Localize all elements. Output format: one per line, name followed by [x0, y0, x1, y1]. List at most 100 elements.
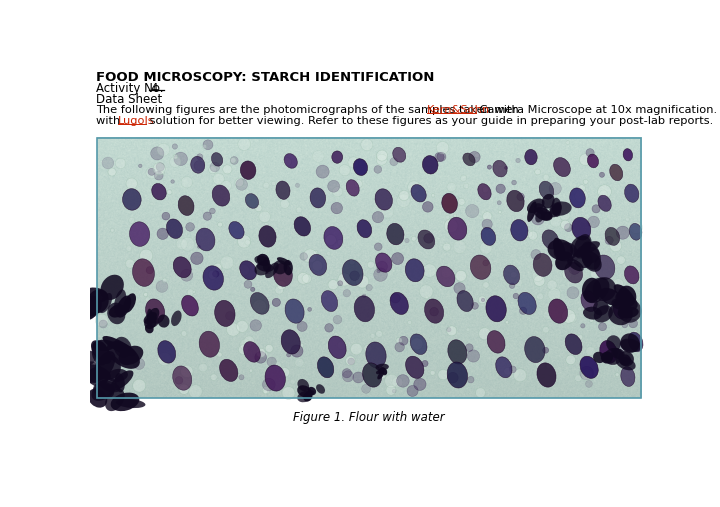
Circle shape	[585, 380, 593, 387]
Ellipse shape	[629, 224, 642, 240]
Circle shape	[561, 220, 570, 229]
Circle shape	[397, 194, 410, 207]
Ellipse shape	[297, 379, 309, 391]
Ellipse shape	[552, 198, 562, 217]
Circle shape	[622, 322, 628, 328]
Circle shape	[110, 228, 114, 232]
Ellipse shape	[251, 293, 269, 314]
Ellipse shape	[332, 151, 343, 163]
Circle shape	[133, 358, 145, 370]
Ellipse shape	[584, 278, 609, 303]
Circle shape	[312, 261, 323, 271]
Circle shape	[158, 352, 171, 366]
Circle shape	[364, 344, 372, 352]
Circle shape	[498, 161, 503, 167]
Circle shape	[586, 149, 594, 157]
Circle shape	[543, 347, 549, 353]
Circle shape	[102, 157, 114, 169]
Circle shape	[467, 350, 480, 362]
Circle shape	[354, 180, 362, 188]
Circle shape	[574, 244, 585, 256]
Circle shape	[615, 373, 619, 377]
Circle shape	[540, 194, 547, 201]
Ellipse shape	[243, 342, 261, 362]
Circle shape	[526, 230, 533, 237]
Circle shape	[307, 307, 312, 311]
Ellipse shape	[570, 236, 591, 257]
Ellipse shape	[79, 301, 97, 320]
Circle shape	[346, 356, 355, 366]
Circle shape	[191, 252, 203, 265]
Circle shape	[328, 279, 338, 290]
Circle shape	[313, 250, 318, 255]
Circle shape	[148, 168, 156, 175]
Circle shape	[481, 298, 485, 302]
Circle shape	[505, 166, 508, 169]
Ellipse shape	[130, 222, 150, 246]
Ellipse shape	[240, 161, 256, 179]
Circle shape	[342, 369, 351, 378]
Circle shape	[175, 377, 183, 384]
Circle shape	[181, 366, 193, 378]
Circle shape	[174, 152, 187, 166]
Circle shape	[599, 172, 605, 177]
Ellipse shape	[599, 288, 622, 306]
Circle shape	[478, 296, 486, 304]
Ellipse shape	[246, 194, 258, 208]
Ellipse shape	[212, 185, 230, 206]
Ellipse shape	[624, 266, 639, 284]
Ellipse shape	[574, 234, 592, 259]
Circle shape	[487, 165, 492, 169]
Ellipse shape	[582, 251, 602, 272]
Circle shape	[106, 371, 109, 375]
Circle shape	[249, 262, 259, 271]
Text: FOOD MICROSCOPY: STARCH IDENTIFICATION: FOOD MICROSCOPY: STARCH IDENTIFICATION	[96, 71, 435, 84]
Ellipse shape	[174, 257, 192, 278]
Circle shape	[354, 297, 358, 300]
Circle shape	[509, 366, 516, 373]
Circle shape	[392, 252, 404, 265]
Ellipse shape	[158, 314, 169, 328]
Ellipse shape	[277, 257, 291, 266]
Circle shape	[154, 171, 163, 180]
Ellipse shape	[199, 331, 220, 357]
Circle shape	[179, 384, 189, 394]
Circle shape	[213, 263, 222, 272]
Ellipse shape	[147, 308, 159, 323]
Circle shape	[372, 211, 384, 223]
Circle shape	[167, 190, 172, 195]
Circle shape	[399, 191, 409, 201]
Ellipse shape	[123, 293, 136, 313]
Circle shape	[150, 202, 153, 206]
Circle shape	[350, 271, 359, 280]
Circle shape	[549, 183, 562, 195]
Circle shape	[580, 154, 591, 165]
Circle shape	[239, 375, 244, 380]
Ellipse shape	[611, 348, 624, 359]
Text: Figure 1. Flour with water: Figure 1. Flour with water	[293, 411, 445, 424]
Circle shape	[544, 311, 552, 319]
Circle shape	[275, 286, 284, 294]
Circle shape	[295, 358, 304, 367]
Ellipse shape	[628, 332, 643, 351]
Circle shape	[267, 357, 276, 367]
Ellipse shape	[240, 261, 256, 280]
Ellipse shape	[570, 188, 585, 208]
Circle shape	[362, 294, 366, 298]
Circle shape	[447, 328, 451, 332]
Circle shape	[238, 265, 249, 276]
Circle shape	[399, 336, 408, 345]
Ellipse shape	[92, 340, 115, 351]
Ellipse shape	[619, 354, 631, 366]
Ellipse shape	[525, 150, 537, 165]
Ellipse shape	[96, 355, 121, 380]
Circle shape	[617, 256, 625, 264]
Circle shape	[575, 375, 582, 382]
Circle shape	[291, 345, 303, 357]
Circle shape	[458, 198, 465, 205]
Circle shape	[453, 241, 466, 254]
Ellipse shape	[564, 262, 582, 283]
Circle shape	[577, 335, 582, 340]
Ellipse shape	[534, 254, 552, 276]
Circle shape	[202, 144, 207, 149]
